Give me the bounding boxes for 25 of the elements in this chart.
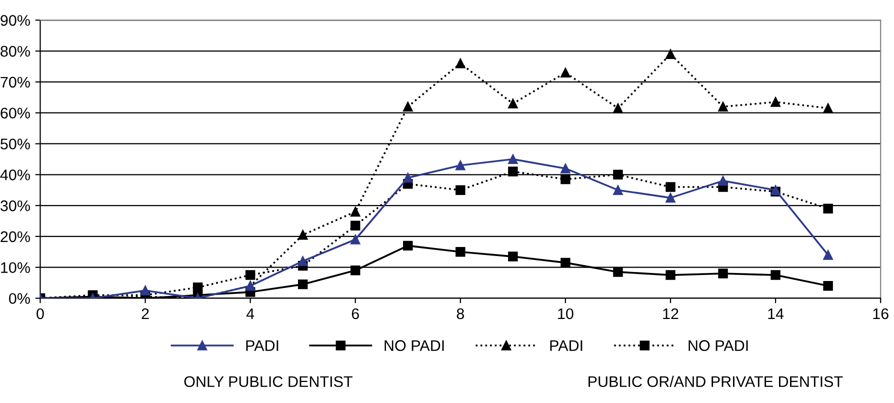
x-tick-label: 16 xyxy=(873,308,888,320)
legend-label: PADI xyxy=(550,340,582,351)
y-tick-label: 30% xyxy=(0,200,30,212)
y-tick-label: 0% xyxy=(9,293,30,304)
y-tick-label: 90% xyxy=(0,15,30,26)
text: ONLY PUBLIC DENTIST xyxy=(184,376,352,388)
x-tick-label: 2 xyxy=(142,308,149,320)
x-tick-label: 6 xyxy=(352,308,359,320)
legend-label: NO PADI xyxy=(688,340,748,351)
y-tick-label: 10% xyxy=(1,262,30,274)
legend-label: NO PADI xyxy=(384,340,444,351)
y-tick-label: 40% xyxy=(0,170,30,180)
x-tick-label: 12 xyxy=(663,308,678,320)
x-tick-label: 10 xyxy=(558,308,574,320)
x-tick-label: 8 xyxy=(456,308,464,320)
y-tick-label: 70% xyxy=(0,76,30,88)
y-tick-label: 20% xyxy=(0,231,30,242)
x-tick-label: 14 xyxy=(768,308,784,320)
y-tick-label: 60% xyxy=(0,108,30,119)
y-tick-label: 50% xyxy=(0,138,30,150)
legend-label: PADI xyxy=(246,340,278,351)
x-tick-label: 4 xyxy=(246,308,254,320)
y-tick-label: 80% xyxy=(0,46,30,57)
text: PUBLIC OR/AND PRIVATE DENTIST xyxy=(588,376,843,388)
x-tick-label: 0 xyxy=(36,308,44,320)
